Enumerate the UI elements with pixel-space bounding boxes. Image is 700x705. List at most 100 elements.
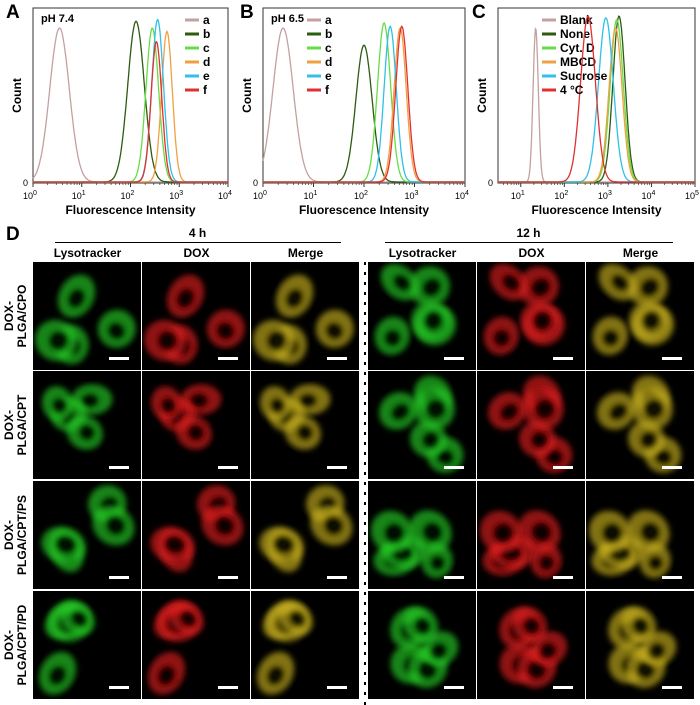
x-tick-label: 104 <box>455 190 469 201</box>
row-label-line2: PLGA/CPT <box>15 394 29 455</box>
x-tick-label: 103 <box>405 190 419 201</box>
cell-image <box>487 375 573 473</box>
cell-image <box>596 375 682 473</box>
series-line-e <box>33 18 228 183</box>
cell-image <box>41 485 135 573</box>
cell-image <box>143 274 245 365</box>
cell-image <box>259 485 353 573</box>
cell-image <box>252 274 354 365</box>
micrograph-merge <box>586 481 694 589</box>
column-header-dox: DOX <box>518 246 545 260</box>
series-line-d <box>263 27 465 183</box>
column-header-lysotracker: Lysotracker <box>388 246 457 260</box>
y-axis-label: Count <box>10 78 24 113</box>
legend-label: MBCD <box>560 55 596 69</box>
scale-bar <box>109 357 129 360</box>
legend-label: Blank <box>560 13 593 27</box>
x-tick-label: 102 <box>554 190 568 201</box>
scale-bar <box>444 357 464 360</box>
scale-bar <box>327 576 347 579</box>
column-header-merge: Merge <box>622 246 659 260</box>
column-header-lysotracker: Lysotracker <box>53 246 122 260</box>
cell-image <box>374 263 457 355</box>
micrograph-merge <box>251 262 359 370</box>
cell-image <box>38 600 95 695</box>
x-tick-label: 105 <box>685 190 699 201</box>
micrograph-dox <box>142 591 250 699</box>
row-label: DOX- PLGA/CPO <box>2 266 29 366</box>
chart-title: pH 6.5 <box>271 13 304 25</box>
chart-title: pH 7.4 <box>41 13 75 25</box>
micrograph-dox <box>142 371 250 479</box>
row-label-line2: PLGA/CPT/PD <box>15 604 29 685</box>
micrograph-merge <box>586 262 694 370</box>
legend-label: f <box>325 83 330 97</box>
series-line-b <box>33 20 228 183</box>
scale-bar <box>218 576 238 579</box>
legend-label: a <box>203 13 210 27</box>
legend-label: b <box>203 27 210 41</box>
micrograph-dox <box>477 481 585 589</box>
legend-label: b <box>325 27 332 41</box>
micrograph-merge <box>586 371 694 479</box>
panel-label-a: A <box>6 2 20 23</box>
group-time-4h: 4 h <box>188 226 207 240</box>
scale-bar <box>218 686 238 689</box>
scale-bar <box>662 466 682 469</box>
scale-bar <box>444 466 464 469</box>
column-header-merge: Merge <box>287 246 324 260</box>
cell-image <box>42 384 113 450</box>
x-tick-label: 102 <box>354 190 368 201</box>
micrograph-lysotracker <box>368 371 476 479</box>
cell-image <box>34 274 136 365</box>
micrograph-merge <box>251 371 359 479</box>
series-line-a <box>262 27 465 183</box>
row-label-line2: PLGA/CPT/PS <box>15 494 29 575</box>
legend-label: a <box>325 13 332 27</box>
series-line-b <box>263 44 465 183</box>
plot-frame <box>497 7 696 184</box>
legend-label: c <box>203 41 210 55</box>
legend-label: e <box>203 69 210 83</box>
x-tick-label: 102 <box>121 190 135 201</box>
legend-label: d <box>203 55 210 69</box>
row-label: DOX- PLGA/CPT/PD <box>2 595 29 695</box>
micrograph-lysotracker <box>368 262 476 370</box>
x-tick-label: 103 <box>169 190 183 201</box>
cell-image <box>147 600 204 695</box>
x-axis-label: Fluorescence Intensity <box>531 203 661 217</box>
legend-label: d <box>325 55 332 69</box>
scale-bar <box>444 576 464 579</box>
panel-label-c: C <box>472 2 486 23</box>
series-line-e <box>263 25 465 183</box>
micrograph-dox <box>477 371 585 479</box>
micrograph-merge <box>586 591 694 699</box>
scale-bar <box>553 686 573 689</box>
cell-image <box>150 485 244 573</box>
series-line-4-c <box>498 15 695 183</box>
x-tick-label: 104 <box>641 190 655 201</box>
micrograph-lysotracker <box>33 591 141 699</box>
scale-bar <box>662 686 682 689</box>
legend-label: Cyt. D <box>560 41 595 55</box>
scale-bar <box>662 357 682 360</box>
y-tick-label: 0 <box>488 178 493 188</box>
micrograph-lysotracker <box>368 591 476 699</box>
y-axis-label: Count <box>240 78 254 113</box>
row-label-line2: PLGA/CPO <box>15 284 29 347</box>
legend-label: e <box>325 69 332 83</box>
micrograph-merge <box>251 481 359 589</box>
y-tick-label: 0 <box>23 178 28 188</box>
group-time-12h: 12 h <box>516 226 541 240</box>
x-tick-label: 104 <box>218 190 232 201</box>
scale-bar <box>218 466 238 469</box>
panel-label-b: B <box>240 2 254 23</box>
x-axis-label: Fluorescence Intensity <box>299 203 429 217</box>
scale-bar <box>109 466 129 469</box>
micrograph-dox <box>477 262 585 370</box>
x-tick-label: 100 <box>253 190 267 201</box>
cell-image <box>588 510 671 579</box>
micrograph-dox <box>142 481 250 589</box>
plot-frame <box>262 7 466 184</box>
